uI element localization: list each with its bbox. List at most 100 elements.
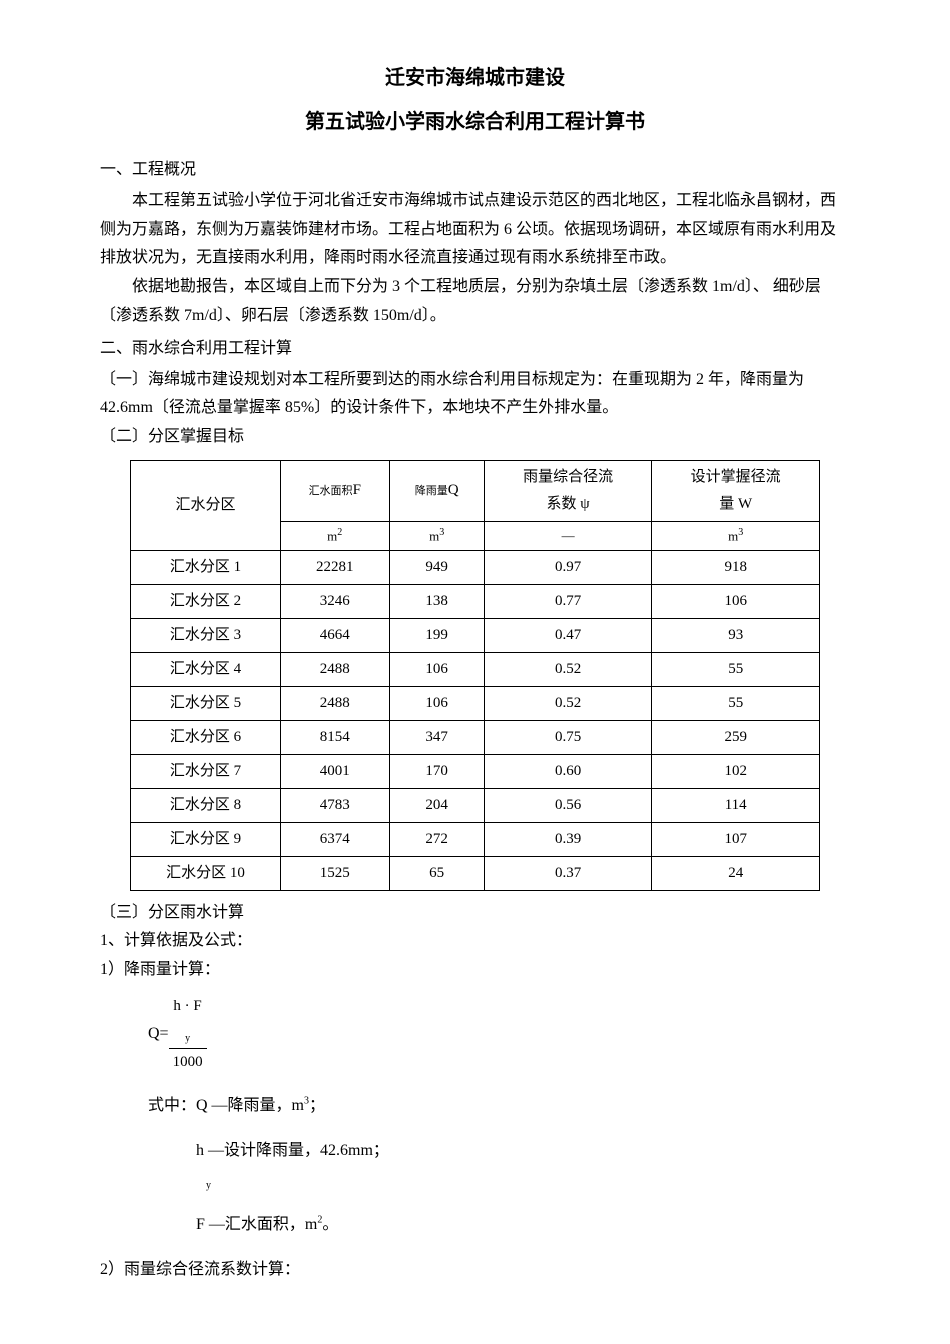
table-row: 汇水分区 963742720.39107 xyxy=(131,822,820,856)
cell-rainfall: 199 xyxy=(389,618,484,652)
table-row: 汇水分区 346641990.4793 xyxy=(131,618,820,652)
cell-name: 汇水分区 4 xyxy=(131,652,281,686)
table-row: 汇水分区 232461380.77106 xyxy=(131,584,820,618)
col-header-runoff-l1: 设计掌握径流 xyxy=(691,469,781,485)
formula-desc-h: h —设计降雨量，42.6mm；y xyxy=(196,1137,850,1195)
cell-rainfall: 65 xyxy=(389,856,484,890)
unit-coef: — xyxy=(484,521,652,550)
calc-basis: 1、计算依据及公式： xyxy=(100,927,850,956)
cell-runoff: 107 xyxy=(652,822,820,856)
cell-rainfall: 204 xyxy=(389,788,484,822)
formula-lhs: Q= xyxy=(148,1025,169,1042)
cell-area: 1525 xyxy=(280,856,389,890)
unit-rainfall: m3 xyxy=(389,521,484,550)
formula-desc-f: F —汇水面积，m2。 xyxy=(196,1211,850,1240)
col-header-runoff-l2: 量 W xyxy=(719,496,752,512)
section-1-p1: 本工程第五试验小学位于河北省迁安市海绵城市试点建设示范区的西北地区，工程北临永昌… xyxy=(100,187,850,273)
section-2-heading: 二、雨水综合利用工程计算 xyxy=(100,335,850,364)
col-header-rainfall: 降雨量Q xyxy=(389,460,484,521)
cell-rainfall: 949 xyxy=(389,550,484,584)
cell-area: 4783 xyxy=(280,788,389,822)
formula-desc-q: 式中：Q —降雨量，m3； xyxy=(148,1092,850,1121)
table-row: 汇水分区 740011700.60102 xyxy=(131,754,820,788)
cell-coef: 0.77 xyxy=(484,584,652,618)
section-1-heading: 一、工程概况 xyxy=(100,156,850,185)
section-2-sub3: 〔三〕分区雨水计算 xyxy=(100,899,850,928)
cell-area: 4664 xyxy=(280,618,389,652)
cell-coef: 0.52 xyxy=(484,686,652,720)
cell-runoff: 918 xyxy=(652,550,820,584)
table-row: 汇水分区 424881060.5255 xyxy=(131,652,820,686)
cell-rainfall: 170 xyxy=(389,754,484,788)
cell-name: 汇水分区 7 xyxy=(131,754,281,788)
col-header-coef: 雨量综合径流 系数 ψ xyxy=(484,460,652,521)
cell-rainfall: 347 xyxy=(389,720,484,754)
cell-name: 汇水分区 8 xyxy=(131,788,281,822)
cell-name: 汇水分区 10 xyxy=(131,856,281,890)
col-header-area: 汇水面积F xyxy=(280,460,389,521)
cell-runoff: 106 xyxy=(652,584,820,618)
formula-num-sub: y xyxy=(185,1033,190,1044)
cell-coef: 0.39 xyxy=(484,822,652,856)
cell-area: 6374 xyxy=(280,822,389,856)
cell-rainfall: 272 xyxy=(389,822,484,856)
cell-area: 3246 xyxy=(280,584,389,618)
cell-runoff: 24 xyxy=(652,856,820,890)
table-row: 汇水分区 101525650.3724 xyxy=(131,856,820,890)
col-header-rainfall-label: 降雨量 xyxy=(415,485,448,497)
col-header-rainfall-sym: Q xyxy=(448,482,459,498)
cell-area: 4001 xyxy=(280,754,389,788)
col-header-coef-l1: 雨量综合径流 xyxy=(523,469,613,485)
col-header-zone: 汇水分区 xyxy=(131,460,281,550)
unit-runoff: m3 xyxy=(652,521,820,550)
cell-coef: 0.56 xyxy=(484,788,652,822)
col-header-area-label: 汇水面积 xyxy=(309,485,353,497)
cell-runoff: 114 xyxy=(652,788,820,822)
col-header-runoff: 设计掌握径流 量 W xyxy=(652,460,820,521)
cell-area: 22281 xyxy=(280,550,389,584)
cell-runoff: 55 xyxy=(652,686,820,720)
cell-area: 8154 xyxy=(280,720,389,754)
cell-name: 汇水分区 5 xyxy=(131,686,281,720)
cell-name: 汇水分区 1 xyxy=(131,550,281,584)
formula-denominator: 1000 xyxy=(169,1049,207,1076)
catchment-table: 汇水分区 汇水面积F 降雨量Q 雨量综合径流 系数 ψ 设计掌握径流 量 W m… xyxy=(130,460,820,891)
calc1-heading: 1）降雨量计算： xyxy=(100,956,850,985)
cell-coef: 0.37 xyxy=(484,856,652,890)
table-row: 汇水分区 847832040.56114 xyxy=(131,788,820,822)
section-2-sub1: 〔一〕海绵城市建设规划对本工程所要到达的雨水综合利用目标规定为：在重现期为 2 … xyxy=(100,366,850,424)
formula-fraction: h · F y 1000 xyxy=(169,993,207,1076)
unit-area: m2 xyxy=(280,521,389,550)
cell-coef: 0.47 xyxy=(484,618,652,652)
cell-rainfall: 106 xyxy=(389,686,484,720)
table-row: 汇水分区 681543470.75259 xyxy=(131,720,820,754)
table-row: 汇水分区 1222819490.97918 xyxy=(131,550,820,584)
col-header-coef-l2: 系数 ψ xyxy=(547,496,590,512)
cell-runoff: 259 xyxy=(652,720,820,754)
formula-q: Q= h · F y 1000 xyxy=(148,993,850,1076)
cell-runoff: 102 xyxy=(652,754,820,788)
calc2-heading: 2）雨量综合径流系数计算： xyxy=(100,1256,850,1285)
cell-coef: 0.52 xyxy=(484,652,652,686)
cell-area: 2488 xyxy=(280,652,389,686)
cell-rainfall: 138 xyxy=(389,584,484,618)
cell-area: 2488 xyxy=(280,686,389,720)
cell-coef: 0.97 xyxy=(484,550,652,584)
col-header-area-sym: F xyxy=(353,482,361,498)
cell-runoff: 93 xyxy=(652,618,820,652)
table-row: 汇水分区 524881060.5255 xyxy=(131,686,820,720)
section-1-p2: 依据地勘报告，本区域自上而下分为 3 个工程地质层，分别为杂填土层〔渗透系数 1… xyxy=(100,273,850,331)
main-title: 迁安市海绵城市建设 xyxy=(100,60,850,96)
cell-name: 汇水分区 3 xyxy=(131,618,281,652)
cell-coef: 0.60 xyxy=(484,754,652,788)
cell-coef: 0.75 xyxy=(484,720,652,754)
section-2-sub2: 〔二〕分区掌握目标 xyxy=(100,423,850,452)
cell-runoff: 55 xyxy=(652,652,820,686)
sub-title: 第五试验小学雨水综合利用工程计算书 xyxy=(100,104,850,140)
cell-rainfall: 106 xyxy=(389,652,484,686)
cell-name: 汇水分区 2 xyxy=(131,584,281,618)
formula-numerator: h · F xyxy=(173,998,201,1014)
cell-name: 汇水分区 9 xyxy=(131,822,281,856)
table-header-row: 汇水分区 汇水面积F 降雨量Q 雨量综合径流 系数 ψ 设计掌握径流 量 W xyxy=(131,460,820,521)
cell-name: 汇水分区 6 xyxy=(131,720,281,754)
